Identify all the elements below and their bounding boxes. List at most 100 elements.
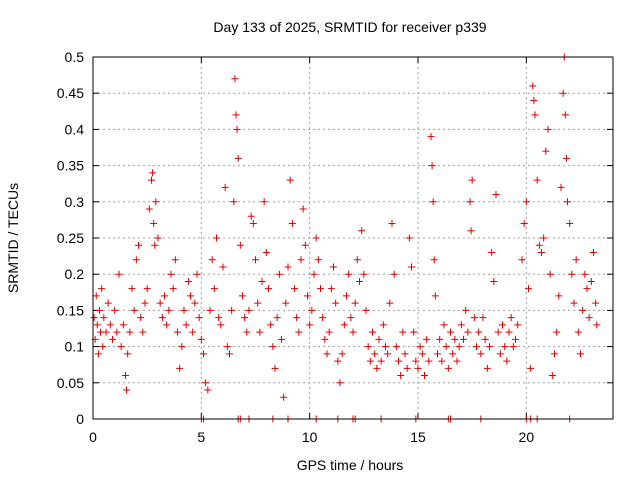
data-point: [271, 364, 279, 372]
data-point: [405, 234, 413, 242]
data-point: [330, 263, 337, 271]
data-point: [384, 350, 392, 358]
data-point: [449, 350, 457, 358]
data-point: [464, 328, 472, 336]
data-point: [494, 328, 502, 336]
data-point: [236, 241, 244, 249]
data-point: [585, 314, 593, 322]
data-point: [530, 96, 538, 104]
data-point: [243, 328, 251, 336]
data-point: [304, 292, 311, 300]
y-tick-label: 0.2: [65, 266, 85, 282]
data-point: [123, 386, 131, 394]
data-point: [531, 111, 539, 119]
data-points: [90, 53, 601, 423]
data-point: [466, 198, 474, 206]
data-point: [440, 321, 448, 329]
data-point: [496, 350, 504, 358]
data-point: [117, 343, 125, 351]
data-point: [184, 277, 192, 285]
data-point: [258, 277, 266, 285]
data-point: [269, 343, 277, 351]
data-point: [425, 357, 433, 365]
data-point: [323, 350, 331, 358]
data-point: [562, 154, 570, 162]
data-point: [208, 256, 216, 264]
data-point: [124, 350, 132, 358]
data-point: [200, 350, 207, 358]
data-point: [492, 191, 500, 199]
data-point: [397, 372, 405, 380]
x-tick-label: 5: [197, 429, 205, 445]
data-point: [518, 256, 526, 264]
data-point: [455, 343, 463, 351]
x-axis-label: GPS time / hours: [297, 457, 404, 473]
data-point: [553, 328, 561, 336]
data-point: [418, 350, 426, 358]
data-point: [314, 256, 322, 264]
y-tick-label: 0.1: [65, 339, 85, 355]
data-point: [275, 270, 283, 278]
data-point: [592, 299, 600, 307]
data-point: [223, 343, 231, 351]
data-point: [535, 241, 543, 249]
data-point: [577, 350, 584, 358]
data-point: [373, 364, 381, 372]
data-point: [514, 321, 522, 329]
data-point: [99, 343, 107, 351]
data-point: [167, 270, 175, 278]
data-point: [113, 328, 121, 336]
data-point: [102, 328, 110, 336]
data-point: [345, 270, 353, 278]
x-tick-label: 15: [410, 429, 426, 445]
data-point: [98, 285, 106, 293]
data-point: [414, 364, 422, 372]
y-tick-label: 0: [76, 411, 84, 427]
data-point: [488, 248, 496, 256]
data-point: [444, 364, 452, 372]
data-point: [288, 220, 296, 228]
data-point: [388, 220, 396, 228]
data-point: [579, 306, 587, 314]
data-point: [193, 270, 201, 278]
data-point: [587, 277, 595, 285]
data-point: [230, 198, 238, 206]
data-point: [572, 256, 580, 264]
data-point: [564, 198, 571, 206]
data-point: [187, 292, 194, 300]
data-point: [226, 350, 233, 358]
data-point: [111, 306, 119, 314]
data-point: [403, 364, 411, 372]
data-point: [308, 306, 316, 314]
data-point: [109, 335, 116, 343]
data-point: [286, 176, 294, 184]
data-point: [453, 357, 461, 365]
data-point: [122, 372, 129, 380]
data-point: [429, 198, 437, 206]
data-point: [431, 292, 439, 300]
data-point: [228, 306, 236, 314]
data-point: [546, 270, 554, 278]
data-point: [293, 314, 301, 322]
data-point: [527, 364, 535, 372]
data-point: [412, 357, 420, 365]
x-tick-label: 0: [89, 429, 97, 445]
data-point: [93, 321, 101, 329]
data-point: [143, 285, 151, 293]
data-point: [128, 285, 136, 293]
data-point: [327, 285, 335, 293]
data-point: [529, 82, 537, 90]
data-point: [195, 314, 203, 322]
data-point: [317, 285, 324, 293]
data-point: [139, 328, 147, 336]
y-tick-label: 0.15: [57, 302, 84, 318]
data-point: [256, 328, 264, 336]
data-point: [583, 285, 591, 293]
data-point: [265, 285, 272, 293]
data-point: [174, 328, 181, 336]
data-point: [148, 176, 155, 184]
data-point: [145, 205, 153, 213]
data-point: [206, 306, 214, 314]
data-point: [182, 321, 190, 329]
data-point: [399, 328, 407, 336]
